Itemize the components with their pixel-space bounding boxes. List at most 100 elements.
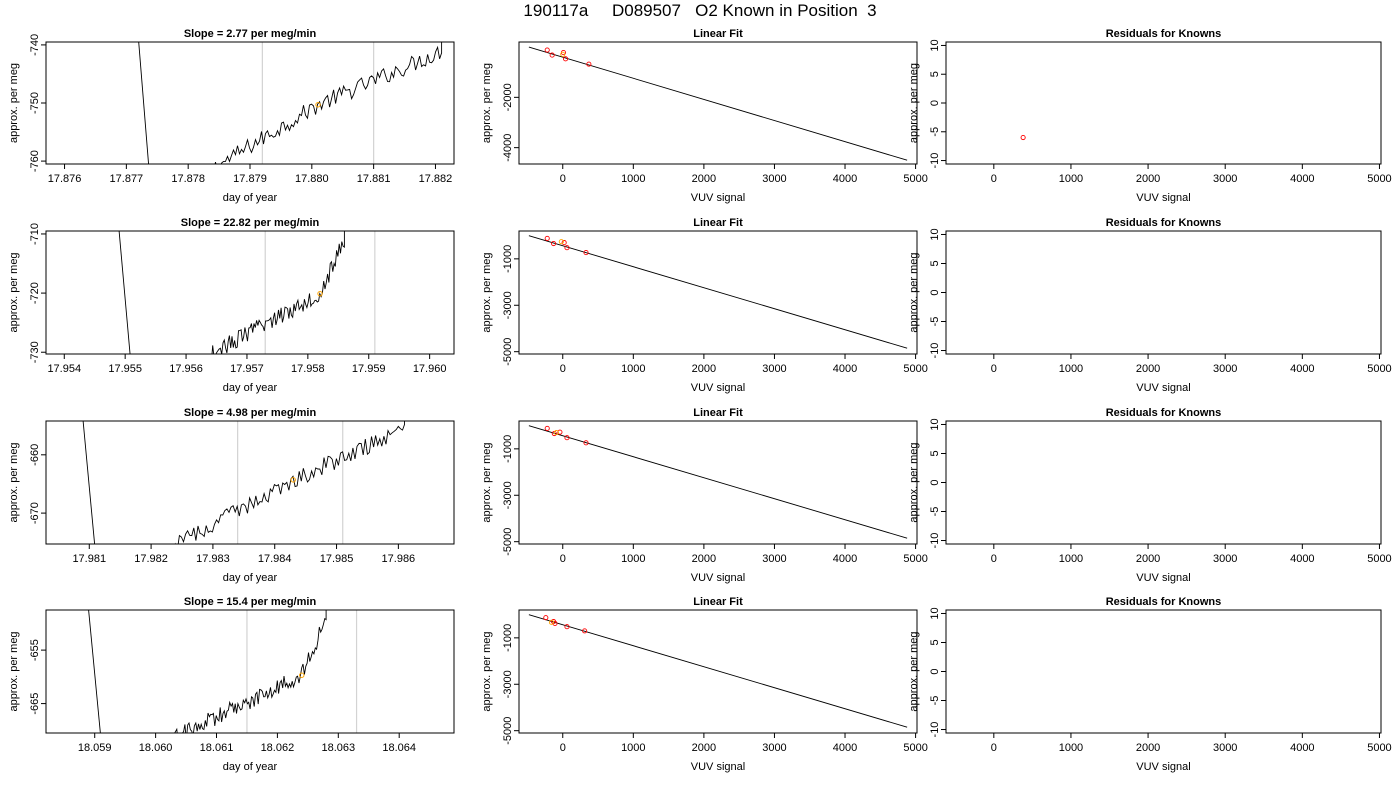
x-tick-label: 17.984 — [258, 553, 292, 565]
y-tick-label: -10 — [929, 153, 941, 169]
panel-title: Residuals for Knowns — [1106, 217, 1222, 229]
x-tick-label: 4000 — [833, 742, 857, 754]
x-tick-label: 5000 — [903, 742, 927, 754]
data-point — [544, 47, 550, 53]
x-tick-label: 4000 — [1290, 742, 1314, 754]
plot-frame — [45, 230, 455, 355]
x-tick-label: 17.958 — [291, 363, 325, 375]
data-point — [560, 51, 566, 57]
plot-frame — [945, 609, 1382, 734]
x-tick-label: 2000 — [1136, 553, 1160, 565]
x-tick-label: 0 — [991, 742, 997, 754]
y-tick-label: -760 — [29, 150, 41, 172]
x-axis-label: VUV signal — [691, 382, 745, 394]
x-tick-label: 17.877 — [110, 173, 144, 185]
x-tick-label: 4000 — [833, 363, 857, 375]
x-tick-label: 2000 — [692, 173, 716, 185]
y-tick-label: -3000 — [502, 481, 514, 509]
x-tick-label: 4000 — [1290, 363, 1314, 375]
x-tick-label: 18.064 — [382, 742, 416, 754]
plot-frame — [945, 420, 1382, 545]
x-tick-label: 17.983 — [196, 553, 230, 565]
x-tick-label: 1000 — [1059, 173, 1083, 185]
x-tick-label: 2000 — [692, 742, 716, 754]
x-tick-label: 0 — [560, 173, 566, 185]
x-tick-label: 2000 — [1136, 173, 1160, 185]
y-tick-label: 0 — [929, 479, 941, 485]
plot-frame — [518, 41, 918, 165]
x-tick-label: 0 — [991, 173, 997, 185]
y-axis-label: approx. per meg — [8, 252, 20, 332]
panel-title: Linear Fit — [693, 217, 743, 229]
y-tick-label: -670 — [29, 502, 41, 524]
y-tick-label: -3000 — [502, 670, 514, 698]
timeseries-line — [118, 231, 345, 354]
x-tick-label: 5000 — [903, 363, 927, 375]
y-tick-label: -5 — [929, 507, 941, 517]
y-tick-label: -1000 — [502, 245, 514, 273]
x-tick-label: 0 — [991, 363, 997, 375]
known-marker — [317, 290, 323, 297]
fit-line — [528, 425, 908, 539]
y-tick-label: -1000 — [502, 624, 514, 652]
x-tick-label: 1000 — [621, 173, 645, 185]
x-tick-label: 17.876 — [48, 173, 82, 185]
y-axis-label: approx. per meg — [908, 63, 920, 143]
y-tick-label: -710 — [29, 223, 41, 245]
y-tick-label: 10 — [929, 228, 941, 240]
y-tick-label: 0 — [929, 668, 941, 674]
plot-frame — [945, 230, 1382, 355]
x-tick-label: 3000 — [762, 363, 786, 375]
y-tick-label: -10 — [929, 343, 941, 359]
y-axis-label: approx. per meg — [8, 442, 20, 522]
plot-frame — [518, 609, 918, 734]
data-point — [553, 430, 559, 436]
fit-line — [528, 46, 908, 161]
data-point — [551, 240, 557, 247]
x-tick-label: 3000 — [1213, 363, 1237, 375]
data-point — [558, 239, 564, 245]
timeseries-line — [82, 421, 405, 544]
y-tick-label: -660 — [29, 444, 41, 466]
data-point — [586, 61, 592, 67]
data-point — [582, 628, 588, 634]
panel-title: Residuals for Knowns — [1106, 28, 1222, 40]
x-tick-label: 17.981 — [72, 553, 106, 565]
y-tick-label: 0 — [929, 289, 941, 295]
data-point — [543, 615, 549, 621]
y-tick-label: -665 — [29, 693, 41, 715]
y-tick-label: -5 — [929, 696, 941, 706]
x-tick-label: 17.982 — [134, 553, 168, 565]
x-tick-label: 17.879 — [233, 173, 267, 185]
data-point — [564, 624, 570, 630]
y-tick-label: -5000 — [502, 338, 514, 366]
x-tick-label: 1000 — [1059, 742, 1083, 754]
data-point — [563, 56, 569, 62]
x-tick-label: 17.880 — [295, 173, 329, 185]
x-tick-label: 2000 — [692, 553, 716, 565]
y-axis-label: approx. per meg — [908, 252, 920, 332]
x-axis-label: VUV signal — [691, 761, 745, 773]
page-title: 190117a D089507 O2 Known in Position 3 — [523, 1, 877, 20]
x-tick-label: 3000 — [1213, 173, 1237, 185]
x-tick-label: 4000 — [1290, 173, 1314, 185]
panel-title: Slope = 22.82 per meg/min — [181, 217, 320, 229]
x-tick-label: 17.878 — [171, 173, 205, 185]
y-tick-label: 5 — [929, 639, 941, 645]
y-axis-label: approx. per meg — [481, 252, 493, 332]
panel-title: Linear Fit — [693, 28, 743, 40]
y-axis-label: approx. per meg — [908, 442, 920, 522]
x-tick-label: 2000 — [1136, 742, 1160, 754]
x-tick-label: 1000 — [621, 742, 645, 754]
x-tick-label: 5000 — [1367, 173, 1391, 185]
x-tick-label: 18.063 — [321, 742, 355, 754]
x-tick-label: 4000 — [833, 173, 857, 185]
y-tick-label: -3000 — [502, 291, 514, 319]
x-tick-label: 5000 — [1367, 553, 1391, 565]
x-tick-label: 17.954 — [47, 363, 81, 375]
fit-line — [528, 614, 908, 728]
x-tick-label: 5000 — [903, 173, 927, 185]
x-axis-label: VUV signal — [1136, 192, 1190, 204]
plot-frame — [45, 420, 455, 545]
y-tick-label: 10 — [929, 607, 941, 619]
